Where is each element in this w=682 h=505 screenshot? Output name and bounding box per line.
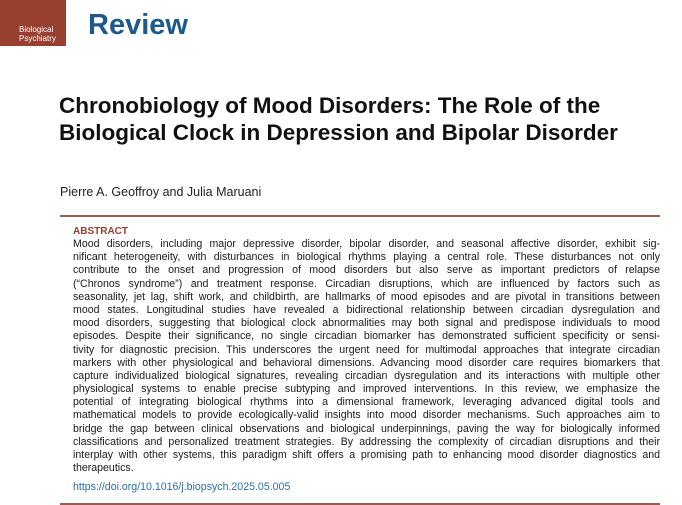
authors: Pierre A. Geoffroy and Julia Maruani bbox=[60, 185, 262, 199]
abstract-line: mood states. Longitudinal studies have r… bbox=[73, 303, 660, 316]
abstract-line: markers with other physiological and beh… bbox=[73, 356, 660, 369]
abstract-line: nificant heterogeneity, with disturbance… bbox=[73, 251, 660, 264]
divider bbox=[60, 503, 660, 505]
abstract-line: episodes. Despite their significance, no… bbox=[73, 330, 660, 343]
abstract-line: seasonality, jet lag, shift work, and ch… bbox=[73, 290, 660, 303]
abstract-line: (“Chronos syndrome”) and treatment respo… bbox=[73, 277, 660, 290]
abstract-line: physiological systems to enable precise … bbox=[73, 383, 660, 396]
abstract-line: mood disorders, suggesting that biologic… bbox=[73, 317, 660, 330]
abstract-line: potential of integrating biological rhyt… bbox=[73, 396, 660, 409]
abstract-line: contribute to the onset and progression … bbox=[73, 264, 660, 277]
abstract-line: tivity for diagnostic precision. This un… bbox=[73, 343, 660, 356]
abstract-heading: ABSTRACT bbox=[73, 226, 128, 237]
abstract-line: interplay with other systems, this parad… bbox=[73, 449, 660, 461]
journal-logo: Biological Psychiatry bbox=[0, 0, 66, 46]
logo-line: Biological bbox=[19, 25, 54, 34]
section-label: Review bbox=[88, 9, 188, 41]
doi-link[interactable]: https://doi.org/10.1016/j.biopsych.2025.… bbox=[73, 481, 291, 493]
article-title: Chronobiology of Mood Disorders: The Rol… bbox=[59, 93, 618, 145]
abstract-line: capture individualized biological signat… bbox=[73, 369, 660, 382]
logo-line: Psychiatry bbox=[19, 34, 56, 43]
abstract-line: mathematical models to provide ecologica… bbox=[73, 409, 660, 422]
abstract-line: Mood disorders, including major depressi… bbox=[73, 238, 660, 250]
abstract-line: bridge the gap between clinical observat… bbox=[73, 422, 660, 435]
abstract-line: therapeutics. bbox=[73, 462, 134, 475]
divider bbox=[60, 215, 660, 217]
abstract-line: classifications and personalized treatme… bbox=[73, 435, 660, 448]
abstract-body: Mood disorders, including major depressi… bbox=[73, 238, 660, 475]
